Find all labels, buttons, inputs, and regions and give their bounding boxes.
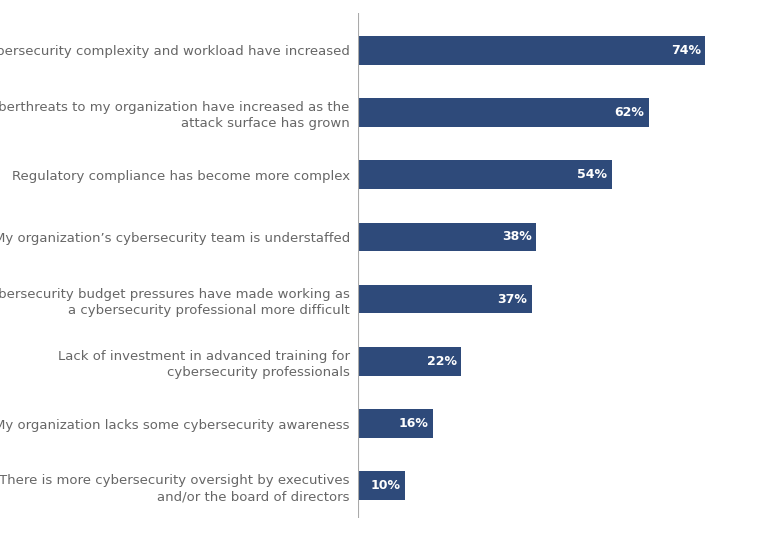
Text: 37%: 37% <box>498 293 527 305</box>
Bar <box>358 160 612 189</box>
Bar <box>358 98 649 127</box>
Text: 74%: 74% <box>671 44 701 57</box>
Bar <box>358 285 532 313</box>
Bar <box>358 409 434 438</box>
Bar <box>358 347 461 375</box>
Text: 10%: 10% <box>370 479 400 492</box>
Text: 62%: 62% <box>614 106 645 119</box>
Text: 16%: 16% <box>399 417 428 430</box>
Text: 38%: 38% <box>502 230 532 244</box>
Text: 22%: 22% <box>427 355 456 368</box>
Bar <box>358 223 536 251</box>
Bar <box>358 472 405 500</box>
Bar <box>358 36 706 65</box>
Text: 54%: 54% <box>577 168 607 181</box>
